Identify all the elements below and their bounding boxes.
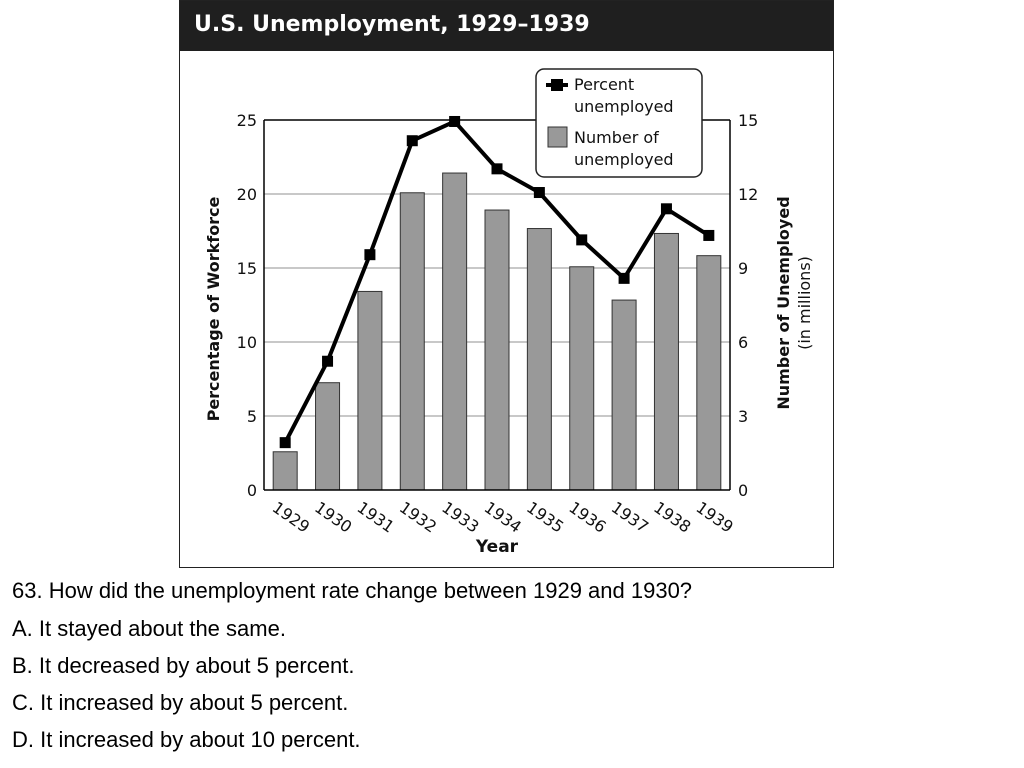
bar-1930 xyxy=(315,382,341,491)
bar-1933 xyxy=(442,172,468,491)
legend-box xyxy=(535,68,703,178)
left-tick-label: 10 xyxy=(237,333,257,352)
x-tick-label: 1939 xyxy=(693,498,737,537)
line-point-1935 xyxy=(533,187,545,199)
x-tick-label: 1932 xyxy=(396,498,440,537)
line-point-1931 xyxy=(364,249,376,261)
left-tick-label: 25 xyxy=(237,111,257,130)
x-tick-label: 1937 xyxy=(608,498,652,537)
left-axis-title: Percentage of Workforce xyxy=(204,196,223,421)
answer-option-d: D. It increased by about 10 percent. xyxy=(12,727,361,752)
right-tick-label: 9 xyxy=(738,259,748,278)
answer-option-b: B. It decreased by about 5 percent. xyxy=(12,653,355,678)
line-point-1933 xyxy=(449,115,461,127)
bar-1938 xyxy=(653,232,679,491)
left-tick-label: 15 xyxy=(237,259,257,278)
legend-label-percent-line2: unemployed xyxy=(574,97,674,116)
line-point-1929 xyxy=(279,437,291,449)
legend-label-number-line1: Number of xyxy=(574,128,659,147)
chart-header: U.S. Unemployment, 1929–1939 xyxy=(180,1,833,51)
x-tick-label: 1929 xyxy=(269,498,313,537)
line-point-1936 xyxy=(576,234,588,246)
bar-1935 xyxy=(526,228,552,491)
line-point-1932 xyxy=(406,135,418,147)
x-tick-label: 1938 xyxy=(650,498,694,537)
line-point-1930 xyxy=(322,355,334,367)
right-tick-label: 6 xyxy=(738,333,748,352)
bar-1939 xyxy=(696,255,722,491)
bar-1931 xyxy=(357,290,383,491)
answer-option-a: A. It stayed about the same. xyxy=(12,616,286,641)
x-tick-label: 1934 xyxy=(481,498,525,537)
x-tick-label: 1930 xyxy=(311,498,355,537)
legend-label-percent-line1: Percent xyxy=(574,75,634,94)
right-axis-unit: (in millions) xyxy=(795,256,814,350)
chart-frame: U.S. Unemployment, 1929–1939 0 5 10 15 20 25 0… xyxy=(179,0,834,568)
legend-bar-marker xyxy=(547,126,568,148)
line-point-1937 xyxy=(618,272,630,284)
line-point-1934 xyxy=(491,163,503,175)
right-tick-label: 15 xyxy=(738,111,758,130)
x-axis-title: Year xyxy=(475,537,519,557)
right-tick-label: 3 xyxy=(738,407,748,426)
answer-option-c: C. It increased by about 5 percent. xyxy=(12,690,349,715)
bar-1929 xyxy=(272,451,298,491)
bar-1934 xyxy=(484,209,510,491)
chart-svg: 0510152025036912151929193019311932193319… xyxy=(204,68,814,557)
legend-line-square xyxy=(551,79,563,91)
left-tick-label: 5 xyxy=(247,407,257,426)
right-tick-label: 12 xyxy=(738,185,758,204)
line-point-1938 xyxy=(660,203,672,215)
x-tick-label: 1935 xyxy=(523,498,567,537)
bar-1932 xyxy=(399,192,425,491)
x-tick-label: 1931 xyxy=(354,498,398,537)
chart-title: U.S. Unemployment, 1929–1939 xyxy=(194,12,590,37)
left-tick-label: 0 xyxy=(247,481,257,500)
question-prompt: 63. How did the unemployment rate change… xyxy=(12,578,693,603)
right-axis-title: Number of Unemployed xyxy=(774,196,793,409)
bar-1937 xyxy=(611,299,637,491)
left-tick-label: 20 xyxy=(237,185,257,204)
right-tick-label: 0 xyxy=(738,481,748,500)
bar-1936 xyxy=(569,266,595,491)
legend-label-number-line2: unemployed xyxy=(574,150,674,169)
x-tick-label: 1936 xyxy=(565,498,609,537)
x-tick-label: 1933 xyxy=(438,498,482,537)
line-point-1939 xyxy=(703,229,715,241)
